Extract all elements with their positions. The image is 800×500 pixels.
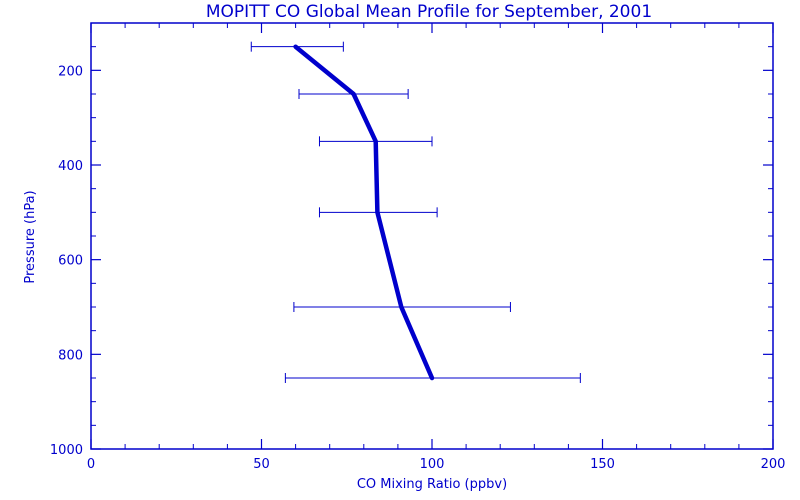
y-tick-label: 200: [58, 64, 83, 79]
y-axis-label: Pressure (hPa): [23, 190, 38, 283]
x-tick-label: 200: [761, 457, 786, 472]
error-bars: [250, 41, 581, 383]
axis-ticks: [90, 23, 774, 450]
series-group: [293, 44, 435, 381]
chart-title: MOPITT CO Global Mean Profile for Septem…: [206, 2, 652, 22]
x-tick-label: 100: [420, 457, 445, 472]
y-tick-label: 800: [58, 348, 83, 363]
series-line: [293, 44, 435, 381]
tick-labels: 0 50 100 150 200 200 400 600 800 1000: [50, 64, 786, 472]
y-tick-label: 1000: [50, 443, 83, 458]
plot-frame: [90, 22, 774, 450]
x-tick-label: 150: [590, 457, 615, 472]
x-tick-label: 0: [87, 457, 95, 472]
x-axis-label: CO Mixing Ratio (ppbv): [357, 477, 507, 492]
y-tick-label: 400: [58, 159, 83, 174]
x-tick-label: 50: [253, 457, 270, 472]
y-tick-label: 600: [58, 254, 83, 269]
